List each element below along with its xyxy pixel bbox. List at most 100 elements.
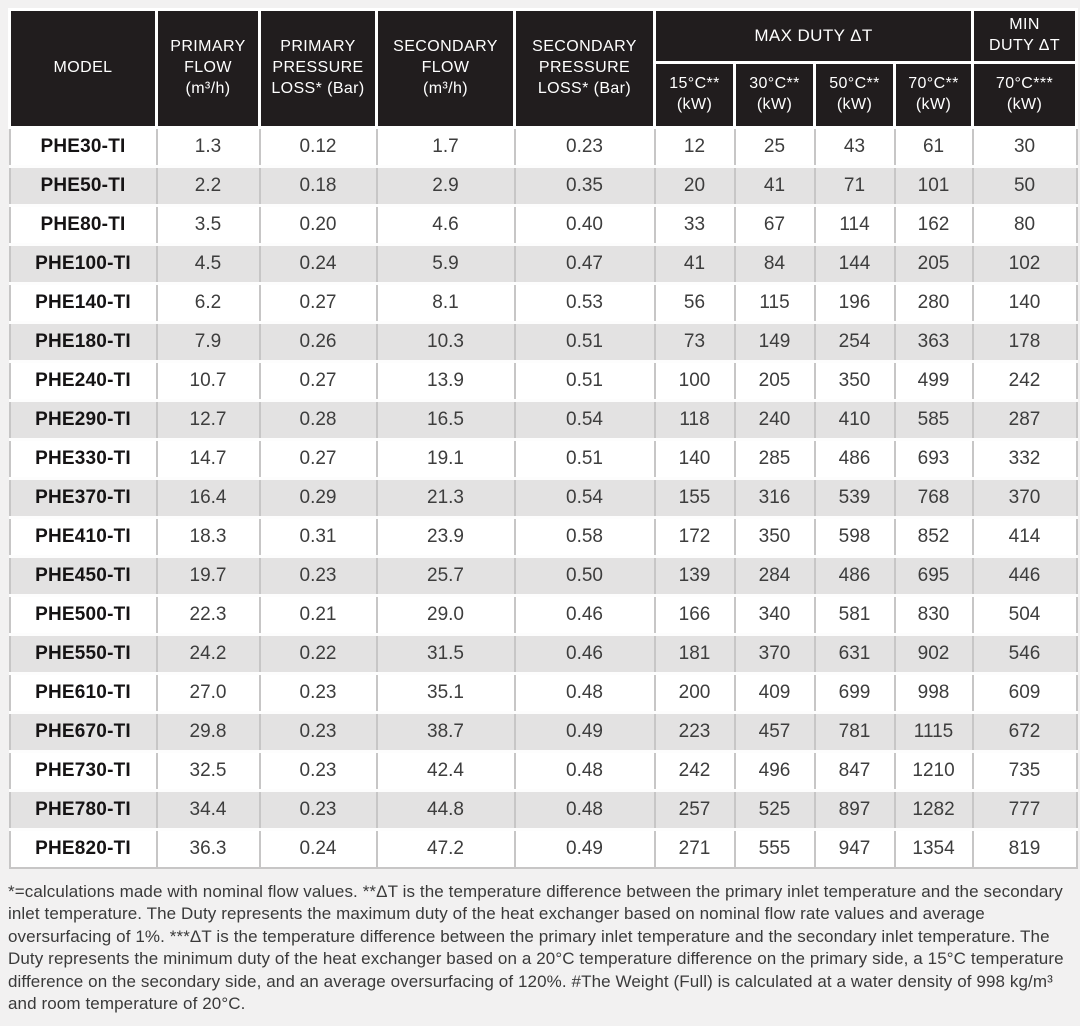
value-cell: 43 — [813, 127, 896, 168]
table-row: PHE180-TI 7.9 0.26 10.3 0.51 73 149 254 363 178 — [8, 322, 1078, 363]
model-cell: PHE290-TI — [8, 400, 158, 441]
value-cell: 631 — [813, 634, 896, 675]
value-cell: 80 — [971, 205, 1078, 246]
col-header-min-duty-70c: 70°C*** (kW) — [971, 61, 1079, 129]
value-cell: 777 — [971, 790, 1078, 831]
value-cell: 19.7 — [155, 556, 261, 597]
value-cell: 27.0 — [155, 673, 261, 714]
model-cell: PHE140-TI — [8, 283, 158, 324]
value-cell: 205 — [733, 361, 816, 402]
value-cell: 0.22 — [258, 634, 378, 675]
value-cell: 140 — [971, 283, 1078, 324]
value-cell: 47.2 — [375, 829, 516, 869]
col-header-primary-flow: PRIMARY FLOW (m³/h) — [155, 8, 261, 129]
value-cell: 1282 — [893, 790, 974, 831]
table-row: PHE820-TI 36.3 0.24 47.2 0.49 271 555 947 1354 81… — [8, 829, 1078, 869]
value-cell: 0.40 — [513, 205, 656, 246]
value-cell: 0.24 — [258, 829, 378, 869]
value-cell: 7.9 — [155, 322, 261, 363]
value-cell: 18.3 — [155, 517, 261, 558]
value-cell: 178 — [971, 322, 1078, 363]
value-cell: 139 — [653, 556, 736, 597]
value-cell: 0.27 — [258, 439, 378, 480]
value-cell: 0.50 — [513, 556, 656, 597]
table-header: MODEL PRIMARY FLOW (m³/h) PRIMARY PRESSU… — [8, 8, 1079, 129]
value-cell: 609 — [971, 673, 1078, 714]
value-cell: 496 — [733, 751, 816, 792]
value-cell: 0.23 — [258, 673, 378, 714]
value-cell: 240 — [733, 400, 816, 441]
value-cell: 61 — [893, 127, 974, 168]
table-row: PHE140-TI 6.2 0.27 8.1 0.53 56 115 196 280 140 — [8, 283, 1078, 324]
value-cell: 24.2 — [155, 634, 261, 675]
value-cell: 71 — [813, 166, 896, 207]
value-cell: 1.3 — [155, 127, 261, 168]
value-cell: 693 — [893, 439, 974, 480]
value-cell: 50 — [971, 166, 1078, 207]
model-cell: PHE410-TI — [8, 517, 158, 558]
value-cell: 902 — [893, 634, 974, 675]
value-cell: 0.48 — [513, 751, 656, 792]
value-cell: 10.3 — [375, 322, 516, 363]
model-cell: PHE100-TI — [8, 244, 158, 285]
model-cell: PHE240-TI — [8, 361, 158, 402]
value-cell: 29.8 — [155, 712, 261, 753]
model-cell: PHE50-TI — [8, 166, 158, 207]
model-cell: PHE610-TI — [8, 673, 158, 714]
value-cell: 316 — [733, 478, 816, 519]
value-cell: 0.23 — [258, 790, 378, 831]
value-cell: 144 — [813, 244, 896, 285]
table-row: PHE550-TI 24.2 0.22 31.5 0.46 181 370 631 902 546 — [8, 634, 1078, 675]
value-cell: 0.48 — [513, 790, 656, 831]
value-cell: 14.7 — [155, 439, 261, 480]
value-cell: 695 — [893, 556, 974, 597]
table-row: PHE100-TI 4.5 0.24 5.9 0.47 41 84 144 205 102 — [8, 244, 1078, 285]
value-cell: 4.5 — [155, 244, 261, 285]
value-cell: 196 — [813, 283, 896, 324]
value-cell: 0.47 — [513, 244, 656, 285]
table-row: PHE670-TI 29.8 0.23 38.7 0.49 223 457 781 1115 67… — [8, 712, 1078, 753]
phe-spec-table: MODEL PRIMARY FLOW (m³/h) PRIMARY PRESSU… — [8, 8, 1079, 869]
value-cell: 6.2 — [155, 283, 261, 324]
model-cell: PHE80-TI — [8, 205, 158, 246]
value-cell: 555 — [733, 829, 816, 869]
table-row: PHE50-TI 2.2 0.18 2.9 0.35 20 41 71 101 50 — [8, 166, 1078, 207]
value-cell: 0.20 — [258, 205, 378, 246]
table-row: PHE30-TI 1.3 0.12 1.7 0.23 12 25 43 61 30 — [8, 127, 1078, 168]
value-cell: 118 — [653, 400, 736, 441]
value-cell: 25 — [733, 127, 816, 168]
table-row: PHE240-TI 10.7 0.27 13.9 0.51 100 205 350 499 242 — [8, 361, 1078, 402]
value-cell: 44.8 — [375, 790, 516, 831]
value-cell: 410 — [813, 400, 896, 441]
value-cell: 0.35 — [513, 166, 656, 207]
value-cell: 0.54 — [513, 400, 656, 441]
value-cell: 166 — [653, 595, 736, 636]
value-cell: 768 — [893, 478, 974, 519]
value-cell: 0.49 — [513, 829, 656, 869]
value-cell: 33 — [653, 205, 736, 246]
value-cell: 36.3 — [155, 829, 261, 869]
value-cell: 155 — [653, 478, 736, 519]
value-cell: 56 — [653, 283, 736, 324]
value-cell: 5.9 — [375, 244, 516, 285]
col-header-max-duty-15c: 15°C** (kW) — [653, 61, 736, 129]
value-cell: 539 — [813, 478, 896, 519]
value-cell: 31.5 — [375, 634, 516, 675]
model-cell: PHE670-TI — [8, 712, 158, 753]
value-cell: 8.1 — [375, 283, 516, 324]
value-cell: 242 — [653, 751, 736, 792]
table-row: PHE780-TI 34.4 0.23 44.8 0.48 257 525 897 1282 77… — [8, 790, 1078, 831]
value-cell: 25.7 — [375, 556, 516, 597]
value-cell: 101 — [893, 166, 974, 207]
value-cell: 114 — [813, 205, 896, 246]
model-cell: PHE730-TI — [8, 751, 158, 792]
table-row: PHE730-TI 32.5 0.23 42.4 0.48 242 496 847 1210 73… — [8, 751, 1078, 792]
value-cell: 13.9 — [375, 361, 516, 402]
footnote-text: *=calculations made with nominal flow va… — [8, 882, 1064, 1014]
value-cell: 781 — [813, 712, 896, 753]
value-cell: 0.29 — [258, 478, 378, 519]
table-row: PHE80-TI 3.5 0.20 4.6 0.40 33 67 114 162 80 — [8, 205, 1078, 246]
value-cell: 0.53 — [513, 283, 656, 324]
value-cell: 1210 — [893, 751, 974, 792]
value-cell: 0.24 — [258, 244, 378, 285]
